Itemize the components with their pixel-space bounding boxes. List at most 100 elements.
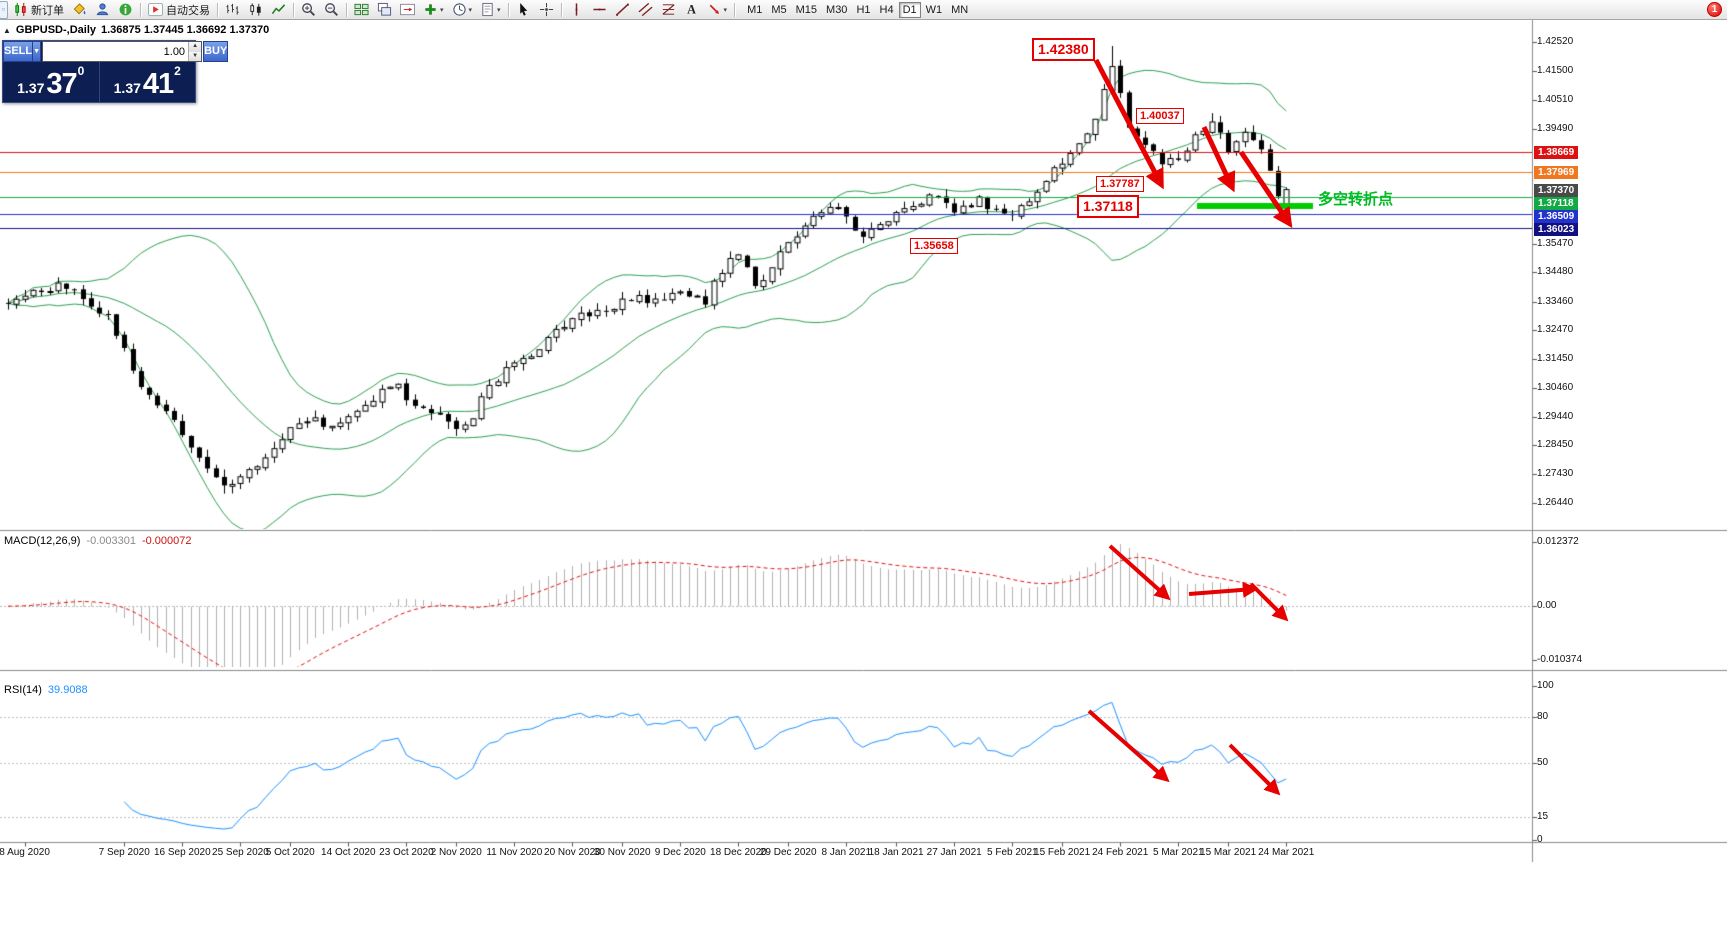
price-axis-marker: 1.36509	[1534, 210, 1579, 223]
cursor-button[interactable]	[513, 1, 534, 19]
rsi-axis-label: 100	[1537, 680, 1554, 691]
date-axis-label: 9 Dec 2020	[654, 847, 706, 858]
chart-header: ▲ GBPUSD-,Daily 1.36875 1.37445 1.36692 …	[3, 24, 269, 36]
crosshair-button[interactable]	[536, 1, 557, 19]
macd-axis-label: 0.012372	[1537, 536, 1579, 547]
bull-bear-turning-point-note[interactable]: 多空转折点	[1318, 191, 1394, 208]
date-axis-label: 11 Nov 2020	[486, 847, 543, 858]
tile-windows-button[interactable]	[351, 1, 372, 19]
volume-decrease-button[interactable]: ▼	[189, 51, 202, 61]
autotrade-button[interactable]: 自动交易	[145, 1, 213, 19]
fibonacci-button[interactable]	[658, 1, 679, 19]
price-axis-label: 1.31450	[1537, 353, 1574, 365]
collapse-trade-panel-icon[interactable]: ▲	[3, 25, 11, 35]
volume-input[interactable]	[43, 42, 189, 61]
price-axis-label: 1.26440	[1537, 496, 1574, 508]
equidistant-channel-button[interactable]	[635, 1, 656, 19]
paint-bucket-icon[interactable]	[69, 1, 90, 19]
price-axis-label: 1.42520	[1537, 36, 1574, 47]
timeframe-button-m15[interactable]: M15	[795, 3, 818, 16]
candlestick-chart-button[interactable]	[245, 1, 266, 19]
arrows-tool-button[interactable]: ▾	[704, 1, 731, 19]
profile-icon[interactable]	[92, 1, 113, 19]
order-type-dropdown[interactable]: ▼	[33, 41, 42, 62]
price-axis-label: 1.35470	[1537, 238, 1574, 250]
timeframe-button-mn[interactable]: MN	[951, 3, 969, 16]
chart-symbol-title: GBPUSD-,Daily	[15, 24, 96, 36]
price-axis-marker: 1.37370	[1534, 184, 1579, 197]
date-axis-label: 8 Jan 2021	[821, 847, 872, 858]
volume-field: ▲ ▼	[42, 41, 203, 62]
buy-price-pips: 41	[142, 68, 174, 100]
toolbar-separator	[507, 2, 509, 17]
date-axis-label: 23 Oct 2020	[379, 847, 434, 858]
buy-price-point: 2	[174, 64, 181, 78]
date-axis-label: 5 Mar 2021	[1153, 847, 1204, 858]
periods-button[interactable]: ▾	[449, 1, 476, 19]
toolbar-items: 新订单 自动交易 ▾ ▾ ▾ A ▾	[0, 0, 738, 19]
notification-badge[interactable]: 1	[1707, 2, 1722, 17]
horizontal-line-button[interactable]	[589, 1, 610, 19]
date-axis-label: 8 Aug 2020	[0, 847, 50, 858]
new-order-button[interactable]: 新订单	[10, 1, 67, 19]
toolbar-separator	[346, 2, 347, 17]
chart-shift-button[interactable]	[397, 1, 418, 19]
buy-button[interactable]: BUY	[203, 41, 229, 62]
sell-price-pips: 37	[46, 68, 77, 100]
svg-text:A: A	[687, 3, 696, 17]
panel-splitter-rsi[interactable]	[0, 668, 1727, 673]
date-axis-label: 2 Nov 2020	[430, 847, 482, 858]
macd-axis-label: -0.010374	[1537, 654, 1583, 665]
vertical-line-button[interactable]	[566, 1, 587, 19]
panel-splitter-macd[interactable]	[0, 528, 1727, 533]
line-chart-button[interactable]	[268, 1, 289, 19]
toolbar-separator	[560, 2, 562, 17]
price-axis-label: 1.28450	[1537, 439, 1574, 451]
rsi-value: 39.9088	[47, 684, 88, 696]
date-axis-label: 25 Sep 2020	[212, 847, 269, 858]
price-axis-label: 1.33460	[1537, 295, 1574, 307]
volume-increase-button[interactable]: ▲	[189, 42, 202, 52]
price-annotation-label[interactable]: 1.42380	[1032, 38, 1095, 61]
price-axis-marker: 1.38669	[1534, 146, 1579, 159]
market-watch-icon[interactable]	[0, 0, 8, 19]
price-annotation-label[interactable]: 1.37787	[1096, 176, 1144, 192]
timeframe-button-m1[interactable]: M1	[747, 3, 763, 16]
sell-price-point: 0	[77, 64, 85, 78]
zoom-out-button[interactable]	[321, 1, 342, 19]
price-annotation-label[interactable]: 1.40037	[1136, 108, 1184, 124]
price-axis-label: 1.27430	[1537, 468, 1574, 480]
price-axis-label: 1.40510	[1537, 93, 1574, 105]
timeframe-button-h4[interactable]: H4	[879, 3, 894, 16]
text-tool-button[interactable]: A	[681, 1, 702, 19]
timeframe-button-w1[interactable]: W1	[925, 3, 943, 16]
price-annotation-label[interactable]: 1.35658	[910, 238, 958, 254]
date-axis-label: 27 Jan 2021	[926, 847, 982, 858]
date-axis-label: 15 Mar 2021	[1200, 847, 1257, 858]
rsi-axis-label: 80	[1537, 710, 1549, 722]
cascade-windows-button[interactable]	[374, 1, 395, 19]
date-axis-label: 29 Dec 2020	[759, 847, 817, 858]
zoom-in-button[interactable]	[298, 1, 319, 19]
bar-chart-button[interactable]	[222, 1, 243, 19]
chart-ohlc-values: 1.36875 1.37445 1.36692 1.37370	[101, 24, 270, 36]
date-axis-label: 18 Dec 2020	[710, 847, 767, 858]
timeframe-button-m30[interactable]: M30	[826, 3, 848, 16]
community-icon[interactable]	[115, 1, 136, 19]
price-axis-label: 1.39490	[1537, 122, 1574, 134]
timeframe-bar: M1 M5 M15 M30 H1 H4 D1 W1 MN	[743, 1, 973, 18]
sell-price-panel[interactable]: 1.37 37 0	[3, 62, 100, 102]
timeframe-button-h1[interactable]: H1	[856, 3, 871, 16]
price-annotation-label[interactable]: 1.37118	[1077, 195, 1139, 218]
macd-indicator-label: MACD(12,26,9)	[4, 535, 81, 547]
timeframe-button-m5[interactable]: M5	[771, 3, 787, 16]
sell-button[interactable]: SELL	[3, 41, 34, 62]
timeframe-button-d1[interactable]: D1	[898, 1, 921, 18]
date-axis-label: 14 Oct 2020	[321, 847, 376, 858]
trendline-button[interactable]	[612, 1, 633, 19]
macd-signal-value: -0.000072	[141, 535, 192, 547]
templates-button[interactable]: ▾	[477, 1, 504, 19]
buy-price-panel[interactable]: 1.37 41 2	[100, 62, 196, 102]
add-indicator-button[interactable]: ▾	[425, 4, 444, 15]
